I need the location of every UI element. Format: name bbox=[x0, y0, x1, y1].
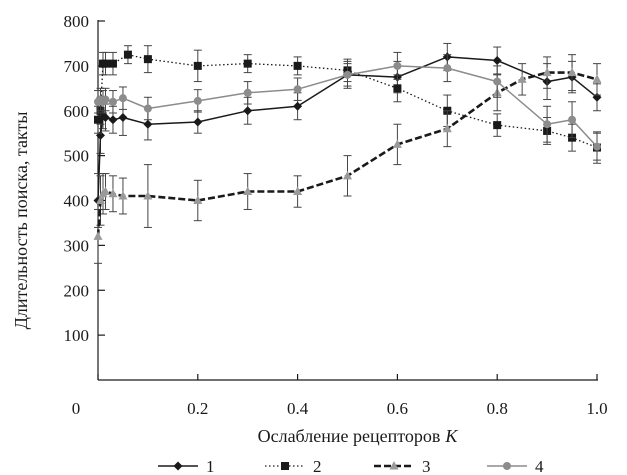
data-point bbox=[108, 188, 118, 198]
data-point bbox=[100, 186, 110, 196]
data-point bbox=[123, 50, 132, 59]
legend-item-2: 2 bbox=[265, 457, 322, 475]
data-point bbox=[108, 59, 117, 68]
legend-item-1: 1 bbox=[158, 457, 215, 475]
data-point bbox=[543, 120, 552, 129]
data-point bbox=[95, 130, 105, 140]
data-point bbox=[293, 101, 303, 111]
data-point bbox=[443, 64, 452, 73]
y-tick-label: 100 bbox=[64, 326, 90, 345]
data-point bbox=[542, 67, 552, 77]
legend-label: 3 bbox=[422, 457, 431, 475]
data-point bbox=[293, 186, 303, 196]
data-point bbox=[93, 231, 103, 240]
data-point bbox=[492, 55, 502, 65]
legend-marker bbox=[173, 461, 183, 471]
legend-label: 2 bbox=[313, 457, 322, 475]
data-point bbox=[392, 139, 402, 148]
x-axis-title-text: Ослабление рецепторов bbox=[258, 426, 441, 446]
axes: 100 200 300 400 500 600 700 800 0 0.2 0.4 0.6 0.8 1.… bbox=[11, 12, 608, 446]
y-tick-label: 800 bbox=[64, 12, 90, 31]
y-tick-label: 500 bbox=[64, 147, 90, 166]
series-layer bbox=[93, 42, 602, 264]
data-point bbox=[567, 67, 577, 77]
legend-label: 4 bbox=[535, 457, 544, 475]
data-point bbox=[343, 170, 352, 180]
data-point bbox=[243, 106, 253, 116]
data-point bbox=[343, 70, 352, 79]
legend-marker bbox=[281, 462, 289, 470]
data-point bbox=[293, 61, 302, 70]
data-point bbox=[493, 77, 502, 86]
data-point bbox=[95, 195, 105, 204]
data-point bbox=[94, 115, 102, 124]
data-point bbox=[293, 85, 302, 94]
data-point bbox=[100, 112, 110, 122]
data-point bbox=[118, 112, 128, 122]
x-tick-label: 0.6 bbox=[387, 399, 408, 418]
data-point bbox=[243, 186, 253, 196]
x-axis-title: Ослабление рецепторов K bbox=[258, 426, 459, 446]
legend-marker bbox=[503, 462, 511, 470]
data-point bbox=[592, 74, 602, 83]
data-point bbox=[108, 115, 118, 125]
data-point bbox=[568, 115, 577, 124]
data-point bbox=[193, 195, 203, 204]
data-point bbox=[393, 84, 402, 93]
legend-item-3: 3 bbox=[374, 457, 431, 475]
x-tick-label: 0.8 bbox=[487, 399, 508, 418]
y-axis-title: Длительность поиска, такты bbox=[11, 112, 31, 330]
data-point bbox=[193, 117, 203, 127]
x-axis-title-variable: K bbox=[444, 426, 458, 446]
y-tick-label: 200 bbox=[64, 281, 90, 300]
data-point bbox=[442, 123, 452, 133]
series-4 bbox=[94, 51, 601, 161]
legend-marker bbox=[389, 461, 399, 470]
x-tick-label: 0 bbox=[72, 399, 81, 418]
series-line-3 bbox=[96, 71, 598, 237]
x-tick-label: 0.4 bbox=[287, 399, 309, 418]
y-tick-label: 400 bbox=[64, 192, 90, 211]
data-point bbox=[393, 61, 402, 70]
data-point bbox=[193, 96, 202, 105]
y-tick-label: 300 bbox=[64, 236, 90, 255]
x-tick-label: 1.0 bbox=[586, 399, 607, 418]
data-point bbox=[193, 61, 202, 70]
data-point bbox=[118, 94, 127, 103]
data-point bbox=[143, 191, 153, 200]
data-point bbox=[243, 59, 252, 68]
data-point bbox=[118, 191, 128, 200]
legend-item-4: 4 bbox=[487, 457, 544, 475]
data-point bbox=[243, 88, 252, 97]
data-point bbox=[143, 119, 153, 129]
data-point bbox=[143, 104, 152, 113]
x-ticks: 0 0.2 0.4 0.6 0.8 1.0 bbox=[72, 374, 608, 418]
data-point bbox=[143, 55, 152, 64]
x-tick-label: 0.2 bbox=[187, 399, 208, 418]
data-point bbox=[101, 59, 110, 68]
data-point bbox=[593, 142, 601, 151]
legend: 1 2 3 4 bbox=[158, 457, 544, 475]
data-point bbox=[517, 74, 527, 83]
data-point bbox=[493, 121, 502, 130]
data-point bbox=[101, 95, 110, 104]
y-ticks: 100 200 300 400 500 600 700 800 bbox=[64, 12, 105, 345]
y-tick-label: 600 bbox=[64, 102, 90, 121]
series-3 bbox=[93, 54, 602, 264]
data-point bbox=[108, 97, 117, 106]
y-tick-label: 700 bbox=[64, 57, 90, 76]
legend-label: 1 bbox=[206, 457, 215, 475]
